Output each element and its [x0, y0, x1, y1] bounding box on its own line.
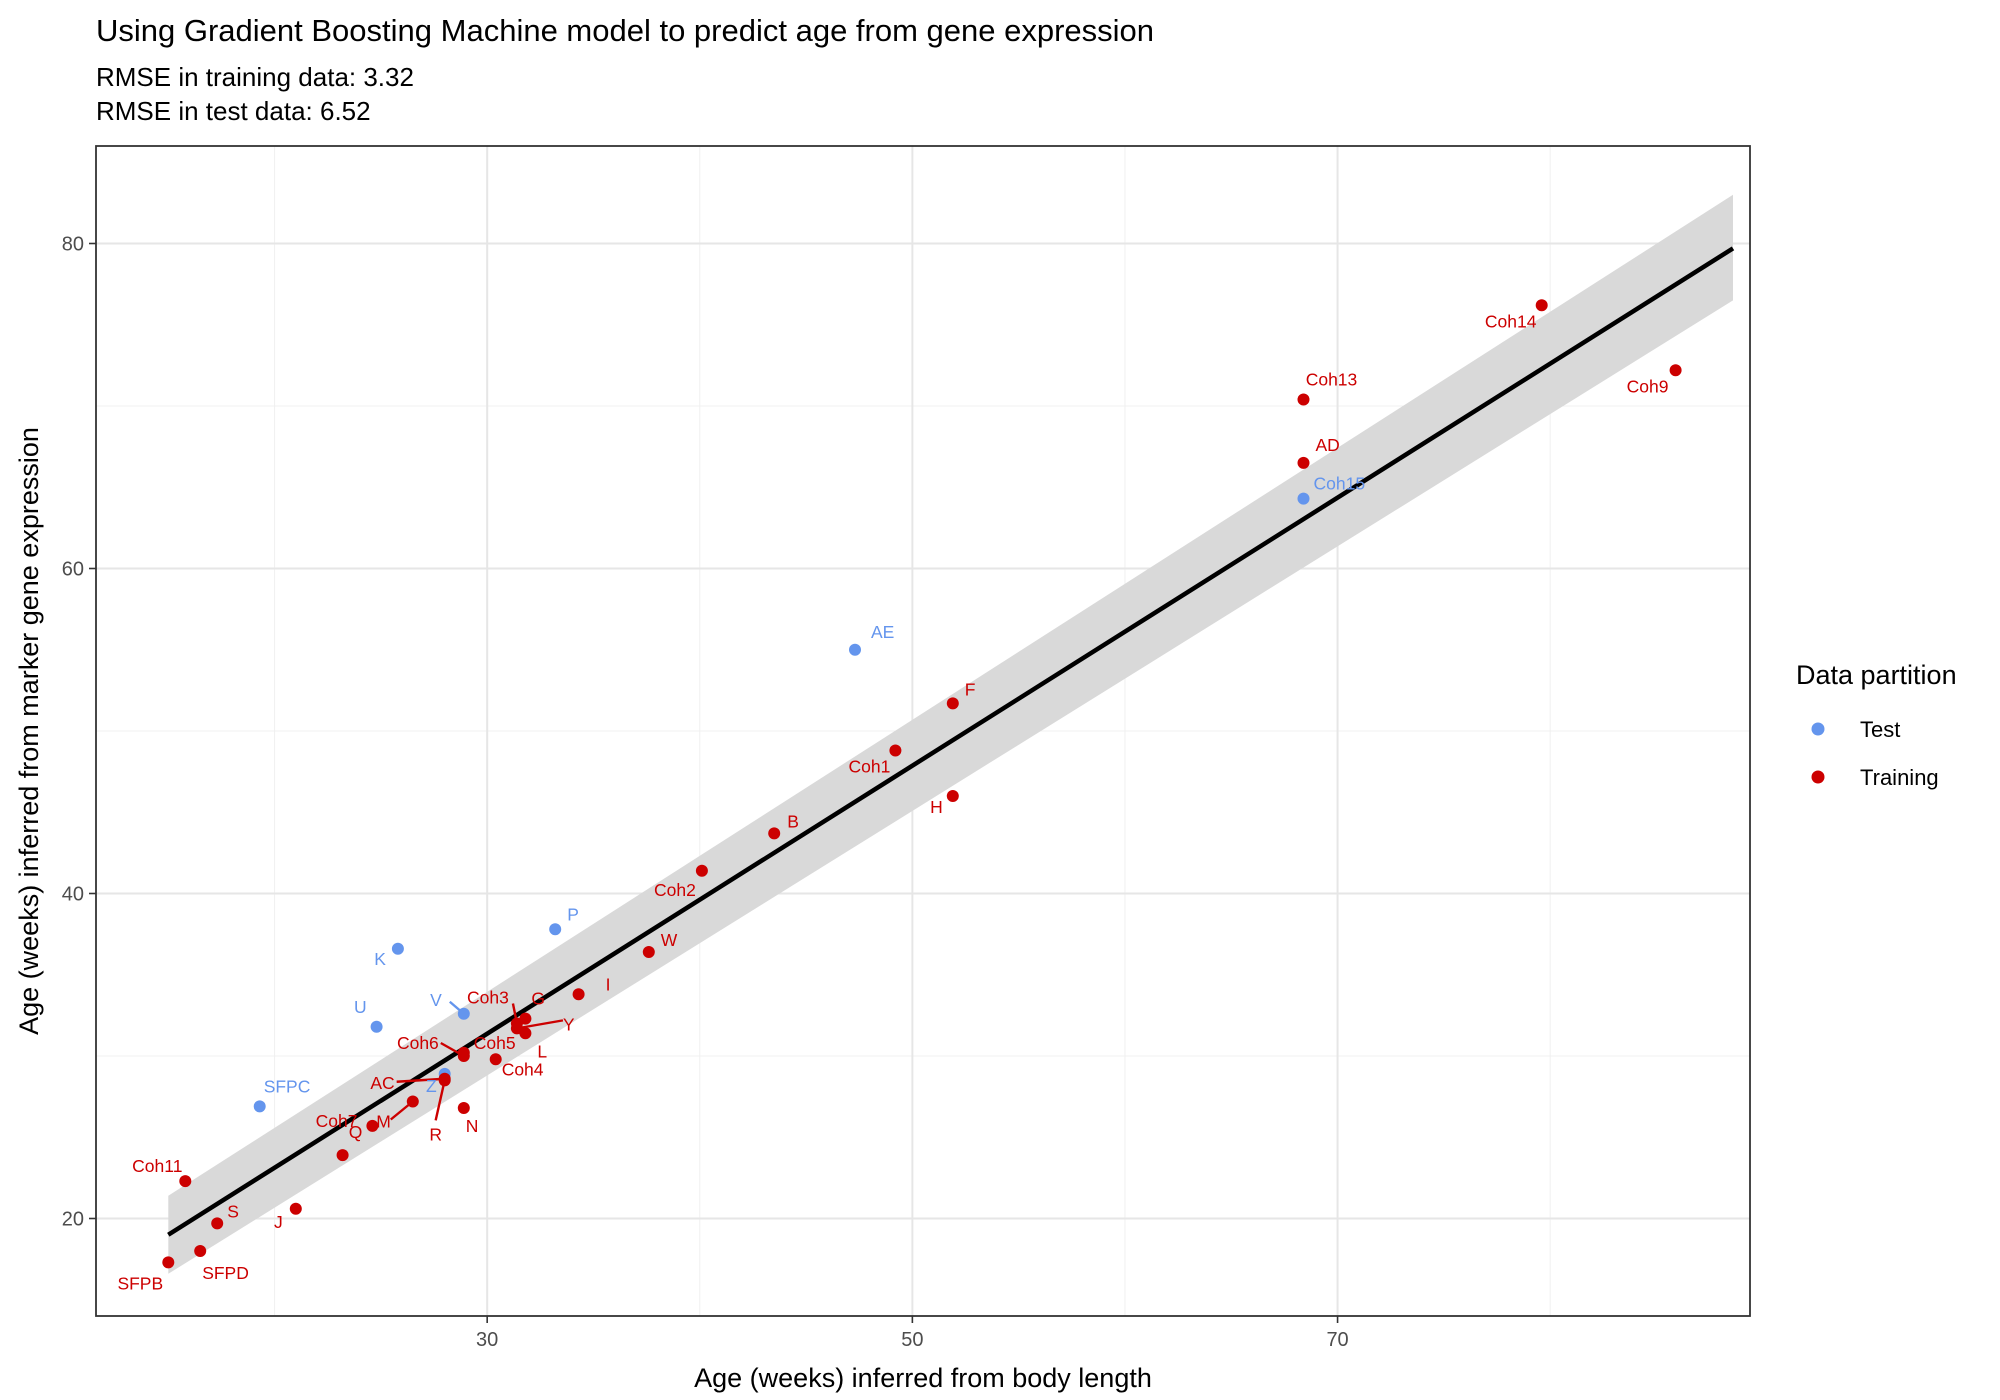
- legend: Data partition Test Training: [1796, 660, 1957, 790]
- chart-subtitle-line-2: RMSE in test data: 6.52: [96, 96, 371, 126]
- leader-line-ac: [396, 1077, 445, 1083]
- x-tick-label-70: 70: [1326, 1329, 1348, 1351]
- point-label-coh5: Coh5: [474, 1033, 516, 1053]
- point-label-coh1: Coh1: [848, 757, 890, 777]
- point-label-y: Y: [563, 1014, 575, 1034]
- point-label-j: J: [274, 1212, 283, 1232]
- y-tick-label-40: 40: [62, 884, 84, 906]
- legend-title: Data partition: [1796, 660, 1957, 690]
- data-point-test-v: [457, 1007, 470, 1020]
- x-axis-ticks: 30 50 70: [476, 1316, 1349, 1351]
- data-points: [162, 299, 1682, 1269]
- data-point-training-coh7: [336, 1149, 349, 1162]
- point-label-z: Z: [426, 1076, 437, 1096]
- point-label-i: I: [606, 974, 611, 994]
- y-axis-ticks: 20 40 60 80: [62, 234, 96, 1231]
- data-point-training-l: [519, 1027, 532, 1040]
- data-point-training-n: [457, 1102, 470, 1114]
- grid-major-lines: [96, 146, 1750, 1316]
- data-point-training-coh1: [889, 744, 902, 757]
- point-label-coh7: Coh7: [316, 1111, 358, 1131]
- chart-title: Using Gradient Boosting Machine model to…: [96, 13, 1154, 48]
- y-tick-label-20: 20: [62, 1209, 84, 1231]
- y-tick-label-60: 60: [62, 559, 84, 581]
- point-label-u: U: [354, 997, 367, 1017]
- data-point-training-w: [642, 946, 655, 958]
- point-label-h: H: [930, 797, 943, 817]
- point-label-coh2: Coh2: [654, 880, 696, 900]
- data-point-training-coh9: [1669, 364, 1682, 377]
- point-label-r: R: [429, 1124, 442, 1144]
- data-point-training-h: [946, 790, 959, 802]
- point-label-n: N: [466, 1116, 479, 1136]
- legend-label-training: Training: [1860, 765, 1939, 790]
- legend-key-training: [1811, 770, 1825, 784]
- point-label-coh9: Coh9: [1627, 376, 1669, 396]
- data-point-training-sfpb: [162, 1256, 175, 1269]
- point-label-l: L: [537, 1041, 547, 1061]
- y-tick-label-80: 80: [62, 234, 84, 256]
- data-point-training-m: [406, 1095, 419, 1108]
- x-axis-title: Age (weeks) inferred from body length: [694, 1363, 1152, 1393]
- data-point-training-f: [946, 697, 959, 710]
- point-label-coh13: Coh13: [1306, 370, 1358, 390]
- x-tick-label-50: 50: [901, 1329, 923, 1351]
- plot-border: [95, 145, 1751, 1317]
- point-label-v: V: [430, 990, 442, 1010]
- data-point-training-q: [366, 1119, 379, 1132]
- point-labels: AE Coh15 P K U V Z SFPC Coh14 Coh9 Coh13 AD F Coh1 H B C…: [117, 311, 1668, 1293]
- point-label-ac: AC: [370, 1073, 394, 1093]
- point-label-f: F: [965, 679, 976, 699]
- data-point-training-coh11: [179, 1175, 192, 1188]
- regression-line: [167, 246, 1735, 1237]
- legend-key-test: [1811, 722, 1825, 736]
- point-label-k: K: [374, 949, 386, 969]
- data-point-training-i: [572, 988, 585, 1001]
- leader-line-r: [434, 1080, 446, 1121]
- data-point-test-u: [370, 1020, 383, 1033]
- point-label-p: P: [567, 904, 579, 924]
- data-point-test-p: [549, 923, 562, 936]
- data-point-training-coh13: [1297, 393, 1310, 406]
- point-label-w: W: [661, 930, 678, 950]
- point-label-coh4: Coh4: [502, 1059, 544, 1079]
- point-label-coh11: Coh11: [132, 1156, 182, 1176]
- x-tick-label-30: 30: [476, 1329, 498, 1351]
- point-label-coh14: Coh14: [1485, 311, 1537, 331]
- point-label-coh3: Coh3: [467, 988, 509, 1008]
- point-label-sfpc: SFPC: [264, 1076, 311, 1096]
- data-point-training-r: [438, 1074, 451, 1087]
- leader-line-y: [516, 1019, 564, 1030]
- data-point-test-ae: [849, 643, 861, 656]
- data-point-training-sfpd: [194, 1245, 207, 1257]
- data-point-training-coh6: [457, 1050, 470, 1062]
- point-label-q: Q: [349, 1122, 363, 1142]
- point-label-coh15: Coh15: [1314, 474, 1366, 494]
- point-label-ad: AD: [1316, 435, 1340, 455]
- data-point-training-b: [768, 827, 781, 840]
- data-point-training-j: [289, 1202, 302, 1215]
- point-label-s: S: [227, 1201, 239, 1221]
- data-point-test-coh15: [1297, 492, 1310, 505]
- y-axis-title: Age (weeks) inferred from marker gene ex…: [14, 427, 44, 1035]
- legend-label-test: Test: [1860, 717, 1900, 742]
- point-label-ae: AE: [871, 622, 894, 642]
- confidence-band: [168, 194, 1733, 1274]
- point-label-sfpb: SFPB: [117, 1273, 163, 1293]
- chart-subtitle-line-1: RMSE in training data: 3.32: [96, 62, 414, 92]
- point-label-g: G: [531, 989, 545, 1009]
- data-point-training-s: [211, 1217, 224, 1230]
- point-label-coh6: Coh6: [397, 1033, 439, 1053]
- point-label-sfpd: SFPD: [202, 1263, 249, 1283]
- data-point-training-coh4: [489, 1053, 502, 1066]
- data-point-test-k: [391, 942, 404, 955]
- data-point-training-coh2: [695, 864, 708, 877]
- point-label-b: B: [787, 811, 799, 831]
- data-point-test-sfpc: [253, 1100, 266, 1113]
- data-point-training-coh14: [1535, 299, 1548, 312]
- data-point-training-ad: [1297, 456, 1310, 469]
- point-label-m: M: [376, 1112, 391, 1132]
